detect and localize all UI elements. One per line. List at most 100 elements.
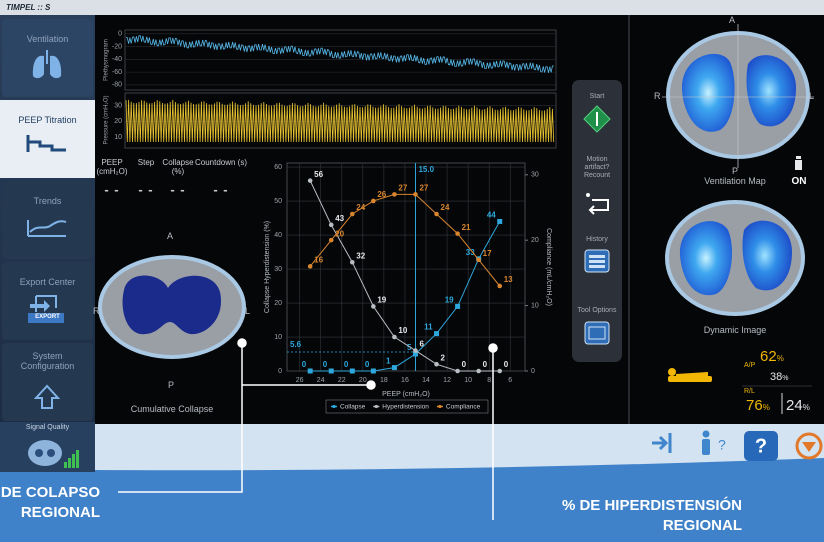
status-value: - - [104, 182, 120, 197]
ventilation-region [746, 55, 796, 127]
path [118, 343, 243, 493]
nav-item[interactable] [2, 262, 93, 340]
start-icon[interactable] [583, 105, 611, 133]
orientation-label: P [732, 166, 739, 176]
icon-glyph: ? [718, 437, 726, 453]
callout-text: % DE HIPERDISTENSIÓN REGIONAL [561, 497, 742, 534]
y-tick-label: -80 [112, 82, 122, 89]
tool-label[interactable]: Motion artifact? Recount [583, 156, 611, 180]
patient-icon [668, 368, 712, 382]
ratio-unit: % [776, 354, 784, 363]
data-label: 2 [441, 353, 446, 362]
nav-label[interactable]: Ventilation [26, 34, 69, 44]
data-label: 32 [356, 251, 365, 260]
status-value: - - [138, 182, 154, 197]
data-label: 21 [462, 223, 471, 232]
path [802, 442, 816, 452]
data-label: 0 [504, 360, 509, 369]
circle [702, 430, 710, 438]
y-tick-label: 30 [114, 102, 122, 109]
ratio-value: 62% [760, 348, 810, 365]
data-label: 27 [419, 184, 428, 193]
rect [589, 255, 605, 258]
y-tick-label: 40 [274, 232, 282, 239]
reference-label: 15.0 [418, 165, 434, 174]
bottom-icons[interactable]: ? ? [652, 430, 823, 462]
nav-label[interactable]: PEEP Titration [18, 115, 77, 125]
path [652, 433, 672, 453]
data-label: 17 [483, 249, 492, 258]
peep-chart: 0-20-40-60-80302010010203040506001020302… [112, 31, 556, 414]
image-caption: Cumulative Collapse [130, 404, 214, 414]
tool-label[interactable]: History [586, 236, 608, 243]
data-label: 5 [407, 343, 412, 352]
waveform-trace [125, 35, 554, 73]
ratio-value: 76% [746, 397, 786, 414]
nav-item[interactable] [2, 343, 93, 421]
recount-icon[interactable] [586, 193, 609, 215]
data-label: 43 [335, 214, 344, 223]
x-axis-label: PEEP (cmH₂O) [382, 391, 430, 398]
data-label: 56 [314, 170, 323, 179]
image-caption: Ventilation Map [704, 176, 766, 186]
data-point [371, 304, 376, 309]
pressure-label: Pressure (cmH₂O) [104, 95, 110, 144]
series-line [309, 193, 501, 287]
circle [795, 432, 823, 460]
status-label: Collapse (%) [162, 158, 194, 177]
signal-label: Signal Quality [25, 424, 70, 431]
data-point [412, 351, 418, 357]
orientation-label: R [93, 306, 100, 316]
nav-item[interactable] [2, 181, 93, 259]
status-value: - - [170, 182, 186, 197]
y-tick-label: 20 [114, 118, 122, 125]
data-point [370, 368, 376, 374]
rect [46, 50, 48, 64]
y-tick-label: 20 [274, 300, 282, 307]
y-tick-label: 50 [274, 198, 282, 205]
status-label: Countdown (s) [194, 158, 248, 167]
orientation-label: L [809, 91, 815, 101]
tool-label[interactable]: Tool Options [577, 307, 617, 314]
data-point [497, 368, 503, 374]
orientation-label: A [729, 15, 736, 25]
lung-icon [32, 50, 62, 79]
data-point [413, 348, 418, 353]
data-label: 44 [487, 211, 496, 220]
callout-lines [118, 338, 498, 520]
signal-icon [28, 440, 79, 468]
rect [28, 313, 64, 323]
nav-item-selected[interactable] [0, 100, 95, 178]
status-label: Step [137, 158, 155, 167]
legend-label: Hyperdistension [382, 404, 429, 411]
rect [76, 450, 79, 468]
orientation-label: L [245, 306, 251, 316]
y-tick-label: -60 [112, 69, 122, 76]
data-label: 20 [335, 229, 344, 238]
y-tick-label: 0 [118, 31, 122, 38]
nav-label[interactable]: Trends [33, 196, 62, 206]
export-icon [28, 295, 64, 323]
legend-swatch [332, 404, 336, 409]
nav-label[interactable]: System Configuration [20, 351, 75, 372]
collapse-region [122, 275, 222, 335]
waveform-trace [125, 99, 555, 143]
data-point [413, 192, 418, 197]
tool-label[interactable]: Start [589, 93, 605, 100]
ratio-unit: % [802, 403, 810, 412]
icon-glyph: ? [755, 435, 767, 457]
data-label: 11 [424, 323, 433, 332]
device-icon [795, 156, 802, 170]
data-point [371, 198, 376, 204]
data-label: 19 [377, 296, 386, 305]
data-label: 10 [398, 326, 407, 335]
history-icon[interactable] [584, 249, 610, 273]
data-point [307, 264, 313, 269]
nav-label[interactable]: Export Center [19, 277, 76, 287]
tool-options-icon[interactable] [584, 321, 610, 345]
data-label: 6 [419, 340, 424, 349]
x-tick-label: 6 [508, 377, 512, 384]
rect [589, 265, 605, 268]
data-point [476, 257, 481, 263]
